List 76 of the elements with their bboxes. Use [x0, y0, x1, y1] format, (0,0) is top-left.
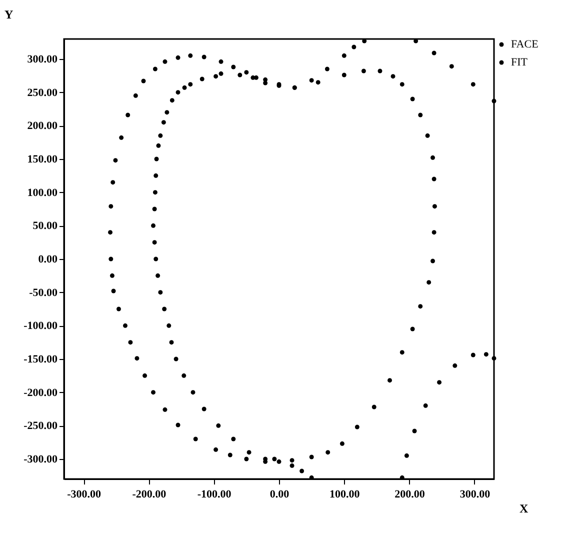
point [119, 135, 124, 140]
point [449, 64, 454, 69]
legend-label: FACE [511, 38, 539, 50]
y-tick-label: -300.00 [24, 454, 58, 466]
point [162, 407, 168, 412]
x-tick-label: 300.00 [460, 488, 491, 500]
point [126, 112, 130, 118]
point [176, 422, 180, 428]
y-tick-label: 150.00 [27, 154, 58, 166]
y-tick-label: 50.00 [32, 220, 58, 232]
point [176, 55, 180, 60]
y-tick-label: 250.00 [27, 86, 58, 99]
point [484, 352, 488, 357]
point [412, 428, 417, 434]
point [108, 230, 112, 235]
point [437, 380, 442, 385]
x-tick-label: 100.00 [330, 488, 360, 500]
point [432, 50, 436, 56]
point [151, 390, 156, 395]
y-tick-label: 300.00 [27, 54, 58, 66]
point [113, 158, 118, 163]
y-tick-label: -100.00 [24, 320, 58, 332]
point [492, 98, 496, 104]
y-tick-label: -150.00 [24, 354, 58, 366]
point [423, 403, 428, 408]
point [110, 273, 114, 278]
x-tick-label: -200.00 [132, 488, 167, 500]
point [228, 452, 232, 458]
point [470, 82, 476, 87]
point [452, 363, 458, 368]
y-tick-label: 0.00 [38, 254, 58, 266]
point [116, 306, 121, 312]
x-axis-title: X [520, 502, 528, 516]
y-tick-label: -200.00 [24, 386, 58, 399]
point [123, 323, 128, 328]
point [202, 54, 206, 60]
point [470, 352, 476, 358]
point [300, 468, 304, 474]
point [231, 64, 236, 70]
point [193, 436, 198, 442]
point [128, 340, 133, 345]
point [214, 447, 218, 452]
point [152, 66, 158, 72]
point [352, 44, 356, 50]
point [292, 85, 297, 90]
x-tick-label: 200.00 [394, 488, 426, 500]
y-tick-label: -50.00 [29, 286, 58, 299]
point [111, 288, 116, 294]
point [110, 180, 116, 185]
point [162, 59, 168, 64]
point [492, 356, 496, 361]
point [309, 78, 314, 83]
point [290, 463, 294, 468]
point [244, 456, 249, 462]
point [218, 59, 224, 64]
y-tick-label: 200.00 [27, 120, 58, 132]
x-tick-label: -300.00 [67, 488, 102, 500]
point [133, 93, 138, 98]
point [263, 80, 268, 86]
x-tick-label: 0.00 [270, 488, 290, 500]
point [342, 53, 346, 58]
point [188, 53, 193, 58]
point [108, 204, 114, 209]
y-tick-label: 100.00 [27, 186, 58, 199]
point [108, 256, 114, 262]
legend-label: FIT [511, 56, 528, 68]
point [142, 373, 148, 378]
point [141, 78, 146, 84]
point [404, 453, 409, 458]
x-tick-label: -100.00 [197, 488, 232, 500]
point [276, 459, 282, 464]
point [134, 356, 140, 361]
y-axis-title: Y [4, 8, 14, 22]
y-tick-label: -250.00 [24, 420, 58, 432]
point [324, 66, 330, 72]
point [244, 70, 249, 75]
